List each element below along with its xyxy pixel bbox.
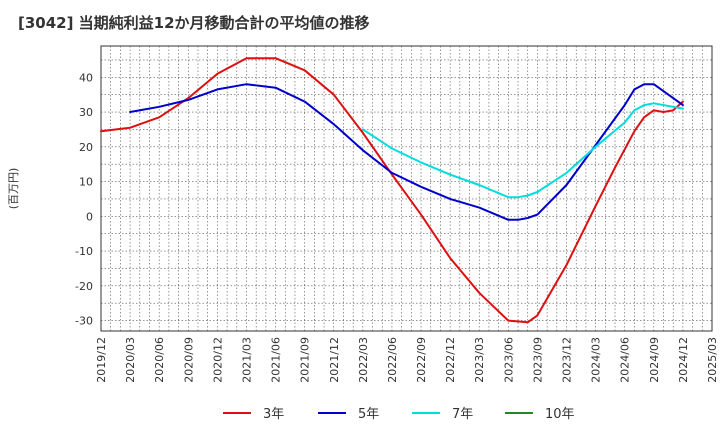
legend-label: 3年 xyxy=(263,407,284,422)
x-tick-label: 2020/03 xyxy=(124,337,137,383)
x-tick-label: 2020/06 xyxy=(153,337,166,383)
x-tick-labels: 2019/12 2020/03 2020/06 2020/09 2020/12 2021/… xyxy=(95,337,719,383)
x-tick-label: 2021/03 xyxy=(240,337,253,383)
x-tick-label: 2022/03 xyxy=(357,337,370,383)
y-tick-label: 20 xyxy=(79,141,93,154)
chart-title: [3042] 当期純利益12か月移動合計の平均値の推移 xyxy=(18,14,370,32)
x-tick-label: 2025/03 xyxy=(706,337,719,383)
x-tick-label: 2021/12 xyxy=(328,337,341,383)
x-tick-label: 2022/09 xyxy=(415,337,428,383)
series-line-3 xyxy=(361,102,684,199)
x-tick-label: 2024/12 xyxy=(677,337,690,383)
legend-label: 10年 xyxy=(545,407,575,422)
y-tick-label: 30 xyxy=(79,106,93,119)
x-tick-label: 2024/03 xyxy=(590,337,603,383)
x-tick-label: 2022/06 xyxy=(386,337,399,383)
y-tick-label: -20 xyxy=(75,280,93,293)
x-tick-label: 2023/03 xyxy=(473,337,486,383)
y-tick-label: 10 xyxy=(79,176,93,189)
x-tick-label: 2024/06 xyxy=(619,337,632,383)
x-tick-label: 2020/12 xyxy=(211,337,224,383)
x-tick-label: 2024/09 xyxy=(648,337,661,383)
y-tick-label: 0 xyxy=(86,210,93,223)
x-tick-label: 2019/12 xyxy=(95,337,108,383)
x-tick-label: 2021/06 xyxy=(270,337,283,383)
series-line-2 xyxy=(129,83,684,221)
x-tick-label: 2023/06 xyxy=(502,337,515,383)
grid-layer xyxy=(101,46,712,331)
y-tick-label: -30 xyxy=(75,315,93,328)
y-tick-label: 40 xyxy=(79,71,93,84)
series-line-1 xyxy=(100,57,684,324)
x-tick-label: 2023/09 xyxy=(531,337,544,383)
x-tick-label: 2023/12 xyxy=(561,337,574,383)
legend: 3年 5年 7年 10年 xyxy=(223,407,575,422)
x-tick-label: 2020/09 xyxy=(182,337,195,383)
y-axis-label: (百万円) xyxy=(7,168,20,210)
y-tick-labels: 40 30 20 10 0 -10 -20 -30 xyxy=(75,71,93,327)
y-tick-label: -10 xyxy=(75,245,93,258)
plot-frame xyxy=(100,45,713,332)
legend-label: 5年 xyxy=(358,407,379,422)
x-tick-label: 2021/09 xyxy=(299,337,312,383)
series-layer xyxy=(100,57,684,324)
legend-label: 7年 xyxy=(452,407,473,422)
x-tick-label: 2022/12 xyxy=(444,337,457,383)
